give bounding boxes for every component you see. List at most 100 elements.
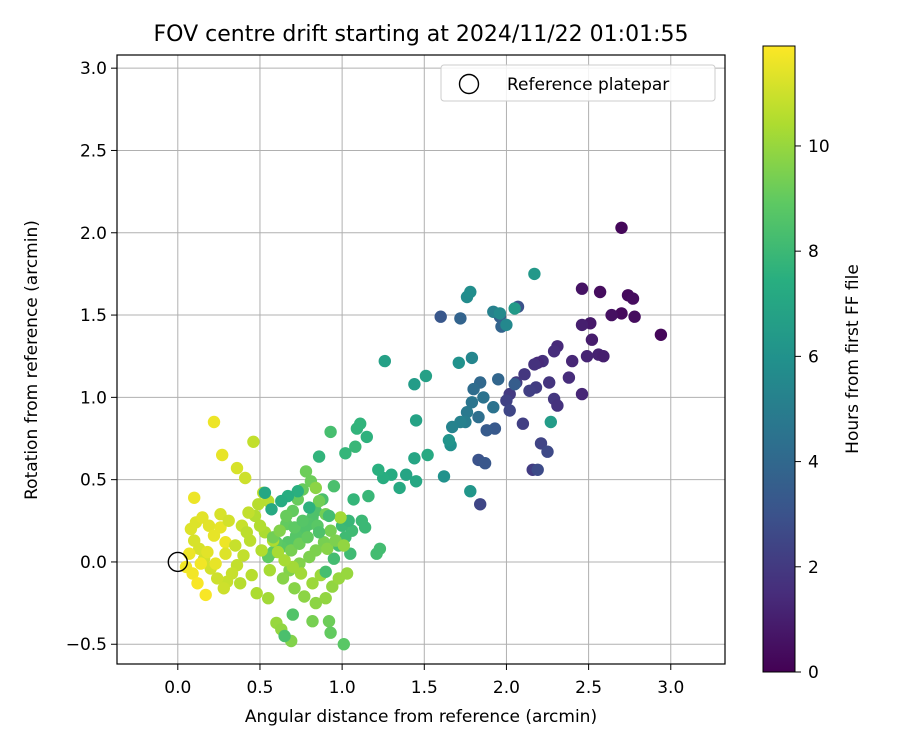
data-point	[209, 557, 222, 570]
colorbar-gradient	[762, 45, 796, 673]
data-point	[296, 514, 309, 527]
data-point	[409, 414, 423, 427]
data-point	[615, 307, 628, 320]
data-point	[229, 539, 242, 552]
colorbar-tick-label: 2	[808, 558, 819, 578]
x-tick-label: 0.5	[246, 678, 273, 698]
data-point	[239, 471, 252, 485]
data-point	[234, 577, 247, 590]
data-point	[247, 435, 260, 448]
data-point	[337, 638, 350, 651]
data-point	[337, 539, 350, 552]
data-point	[186, 567, 199, 580]
data-point	[312, 494, 326, 508]
x-axis-label: Angular distance from reference (arcmin)	[245, 707, 597, 727]
data-point	[575, 282, 589, 295]
data-point	[322, 615, 336, 628]
data-point	[240, 526, 253, 539]
data-point	[518, 368, 531, 381]
data-point	[202, 519, 216, 532]
data-point	[508, 378, 521, 391]
data-point	[585, 333, 599, 346]
data-point	[188, 491, 201, 504]
data-point	[309, 596, 322, 610]
data-point	[188, 534, 201, 547]
data-point	[207, 415, 221, 429]
data-point	[306, 615, 319, 628]
data-point	[452, 356, 465, 369]
data-point	[299, 465, 313, 478]
data-point	[360, 430, 373, 444]
data-point	[271, 545, 285, 559]
data-point	[280, 509, 293, 523]
data-point	[541, 445, 554, 458]
data-point	[477, 391, 490, 404]
data-point	[340, 567, 354, 580]
data-point	[434, 310, 447, 323]
data-point	[474, 498, 487, 511]
data-point	[355, 514, 368, 527]
data-point	[615, 221, 628, 234]
y-tick-label: −0.5	[66, 635, 107, 655]
data-point	[242, 506, 255, 519]
data-point	[347, 493, 360, 506]
data-point	[492, 373, 505, 386]
data-point	[566, 354, 579, 368]
colorbar-ticks: 0 2 4 6 8 10	[795, 137, 830, 683]
colorbar: 0 2 4 6 8 10 Hours from first FF file	[762, 45, 863, 683]
data-point	[593, 285, 607, 299]
colorbar-tick-label: 0	[808, 663, 819, 683]
data-point	[321, 542, 334, 555]
data-point	[301, 531, 314, 544]
data-point	[465, 351, 479, 365]
data-point	[324, 626, 337, 639]
data-point	[372, 463, 385, 476]
y-tick-label: 1.5	[80, 306, 107, 326]
data-point	[628, 310, 641, 323]
data-point	[523, 384, 536, 397]
data-point	[437, 470, 451, 483]
legend-open-circle-icon	[458, 73, 480, 95]
plot-frame	[116, 54, 726, 665]
data-point	[286, 608, 299, 621]
data-point	[183, 547, 196, 560]
data-point	[393, 481, 406, 495]
data-point	[219, 536, 232, 549]
data-point	[273, 524, 286, 537]
data-point	[211, 572, 224, 585]
colorbar-tick-label: 4	[808, 453, 819, 473]
x-tick-label: 0.0	[164, 678, 191, 698]
data-point	[580, 350, 594, 363]
data-point	[322, 509, 336, 523]
data-point	[467, 382, 480, 396]
data-point	[194, 557, 207, 570]
data-point	[319, 565, 332, 578]
data-point	[309, 481, 322, 495]
data-point	[464, 285, 477, 299]
data-point	[460, 406, 474, 419]
data-point	[478, 457, 492, 470]
data-point	[464, 485, 477, 498]
data-point	[191, 577, 204, 590]
data-point	[605, 308, 618, 322]
data-point	[528, 358, 541, 371]
data-point	[217, 582, 230, 595]
data-point	[409, 475, 423, 488]
data-point	[419, 369, 433, 383]
data-point	[312, 526, 326, 539]
data-point	[263, 564, 276, 577]
data-point	[503, 404, 516, 417]
colorbar-tick-label: 10	[808, 137, 830, 157]
data-point	[508, 302, 521, 315]
data-point	[472, 410, 485, 424]
y-tick-label: 2.5	[80, 141, 107, 161]
chart-title: FOV centre drift starting at 2024/11/22 …	[154, 22, 689, 47]
data-point	[230, 461, 244, 475]
data-point	[237, 549, 250, 562]
data-point	[219, 547, 232, 560]
data-point	[288, 582, 301, 595]
data-point	[298, 590, 311, 603]
reference-platepar-marker	[167, 551, 189, 573]
data-point	[327, 552, 341, 565]
